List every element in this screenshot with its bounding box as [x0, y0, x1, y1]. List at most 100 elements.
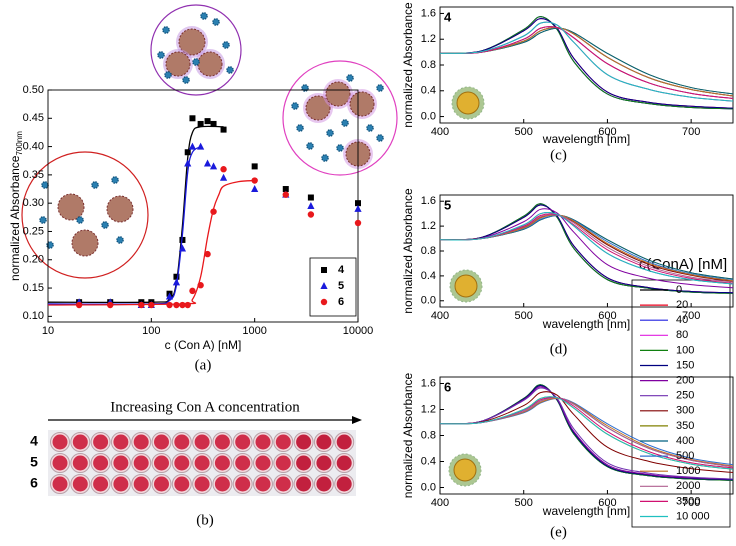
point [219, 173, 228, 181]
point [184, 149, 191, 156]
well-liquid [113, 434, 129, 450]
point [107, 301, 114, 309]
y-tick-label: 0.0 [421, 481, 436, 493]
spectrum-line [439, 27, 734, 97]
cona-protein [157, 51, 165, 59]
well-liquid [113, 476, 129, 492]
well-liquid [72, 476, 88, 492]
well-liquid [214, 455, 230, 471]
spectrum-line [439, 26, 734, 100]
cona-protein [341, 119, 349, 127]
legend-label: 5 [338, 280, 344, 292]
particle [305, 95, 331, 121]
cona-protein [291, 102, 299, 110]
x-tick-label: 500 [515, 497, 533, 509]
point [75, 301, 83, 309]
cona-protein [162, 26, 170, 34]
x-tick-label: 400 [431, 310, 449, 322]
cona-protein [296, 124, 304, 132]
point [166, 301, 173, 309]
y-axis-label: normalized Absorbance [401, 188, 415, 314]
y-tick-label: 1.2 [421, 220, 436, 232]
particle [178, 28, 206, 56]
legend-label: 40 [676, 314, 688, 326]
cona-protein [200, 12, 208, 20]
point [210, 208, 217, 215]
point [251, 185, 259, 193]
legend-label: 200 [676, 375, 694, 387]
cona-protein [182, 76, 190, 84]
point [307, 211, 315, 218]
caption: (d) [550, 341, 568, 357]
point [203, 159, 212, 167]
legend-label: 0 [676, 284, 682, 296]
spectrum-line [439, 18, 734, 109]
x-tick-label: 400 [431, 126, 449, 138]
x-axis-label: wavelength [nm] [542, 132, 630, 146]
spectrum-line [439, 21, 734, 102]
y-tick-label: 1.6 [421, 7, 436, 19]
well-liquid [275, 455, 291, 471]
y-axis-label-main: normalized Absorbance [401, 2, 415, 128]
well-liquid [275, 476, 291, 492]
cona-protein [346, 74, 354, 82]
y-tick-label: 0.10 [23, 310, 44, 322]
legend-label: 4 [338, 264, 345, 276]
point [173, 301, 180, 309]
particle [197, 51, 223, 77]
y-tick-label: 0.0 [421, 295, 436, 307]
well-liquid [154, 455, 169, 471]
point [220, 126, 227, 133]
well-liquid [72, 455, 88, 471]
row-label: 6 [30, 475, 38, 491]
x-tick-label: 100 [142, 325, 160, 337]
well-liquid [174, 434, 190, 450]
point [355, 200, 361, 207]
point [354, 204, 362, 212]
point [138, 301, 145, 309]
well-liquid [194, 476, 210, 492]
cona-protein [41, 181, 49, 189]
spectrum-line [439, 18, 734, 109]
y-axis-label-sub: 700nm [15, 131, 24, 156]
x-tick-label: 500 [515, 126, 533, 138]
x-tick-label: 600 [598, 497, 616, 509]
arrow-head [352, 416, 362, 424]
spectrum-line [439, 387, 734, 480]
y-tick-label: 0.8 [421, 429, 436, 441]
cona-protein [76, 216, 84, 224]
plot-frame [439, 6, 734, 124]
y-tick-label: 0.15 [23, 282, 44, 294]
point [173, 273, 180, 280]
spectrum-line [439, 18, 734, 109]
well-liquid [194, 455, 210, 471]
point [172, 278, 181, 286]
inset-core [456, 91, 480, 115]
point [307, 202, 315, 209]
y-tick-label: 0.40 [23, 140, 44, 152]
point [282, 191, 289, 198]
legend-label: 1000 [676, 465, 700, 477]
point [178, 244, 187, 252]
particle [71, 229, 99, 257]
caption: (c) [550, 147, 567, 163]
spectrum-line [439, 27, 734, 97]
cona-protein [212, 18, 220, 26]
y-tick-label: 0.25 [23, 225, 44, 237]
cona-protein [226, 66, 234, 74]
x-tick-label: 10000 [343, 325, 374, 337]
x-axis-label: c (Con A) [nM] [165, 338, 242, 352]
spectrum-line [439, 208, 734, 289]
legend-marker [320, 298, 328, 306]
well-liquid [72, 434, 88, 450]
x-tick-label: 1000 [242, 325, 266, 337]
well-liquid [255, 455, 271, 471]
row-label: 4 [30, 433, 38, 449]
y-tick-label: 0.8 [421, 59, 436, 71]
x-tick-label: 400 [431, 497, 449, 509]
well-liquid [296, 434, 312, 450]
cona-protein [376, 84, 384, 92]
point [282, 186, 289, 193]
point [179, 301, 186, 309]
